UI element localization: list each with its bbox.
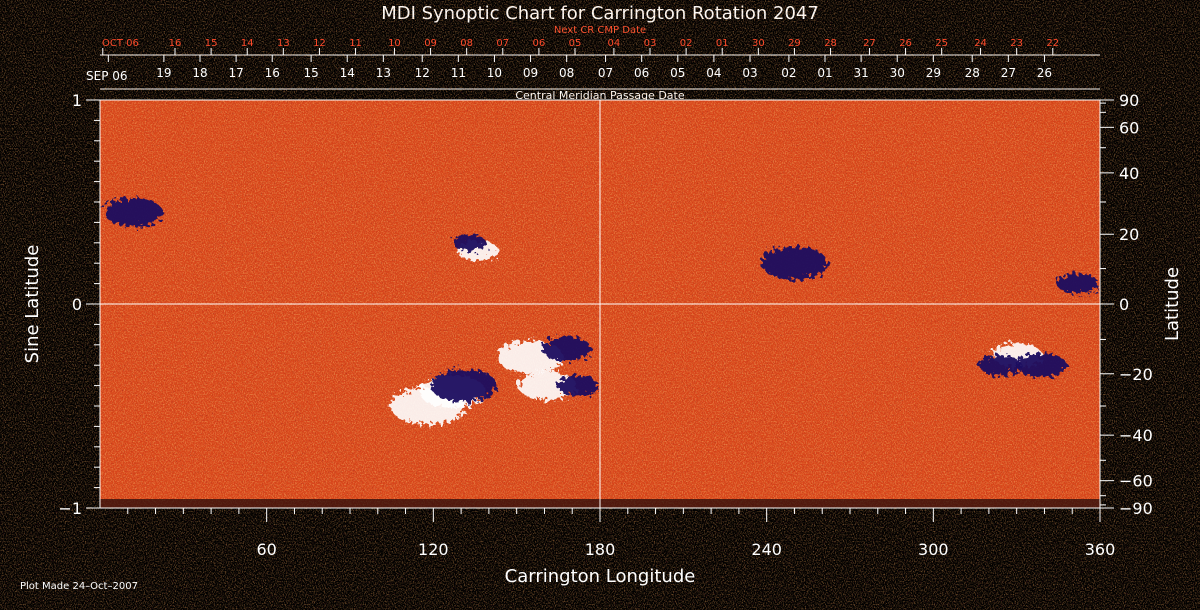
cmp-date-label: 12: [415, 66, 430, 80]
cmp-date-label: 08: [559, 66, 574, 80]
x-tick-label: 180: [585, 540, 616, 559]
active-region-negative: [452, 234, 487, 251]
y-left-tick-label: 1: [72, 91, 82, 110]
next-cr-date-label: 03: [644, 38, 657, 49]
y-right-tick-label: −60: [1119, 472, 1153, 491]
next-cr-date-label: 16: [169, 38, 182, 49]
cmp-date-label: 13: [376, 66, 391, 80]
next-cr-date-label: 14: [241, 38, 254, 49]
next-cr-date-label: 30: [752, 38, 765, 49]
cmp-date-label: 27: [1001, 66, 1016, 80]
next-cr-date-label: 04: [608, 38, 621, 49]
cmp-date-label: 09: [523, 66, 538, 80]
active-region-negative: [541, 336, 592, 362]
next-cr-date-label: 07: [496, 38, 509, 49]
x-tick-label: 300: [918, 540, 949, 559]
plot-area: [99, 99, 1101, 509]
y-right-tick-label: −20: [1119, 365, 1153, 384]
cmp-date-label: 28: [965, 66, 980, 80]
next-cr-date-label: 11: [349, 38, 362, 49]
y-right-tick-label: 90: [1119, 91, 1139, 110]
y-right-tick-label: −40: [1119, 426, 1153, 445]
next-cr-date-label: OCT 06: [102, 38, 139, 49]
next-cr-date-label: 02: [680, 38, 693, 49]
next-cr-date-label: 05: [569, 38, 582, 49]
active-region-negative: [104, 197, 163, 227]
next-cr-date-label: 28: [824, 38, 837, 49]
y-left-tick-label: −1: [58, 499, 82, 518]
cmp-date-label: 06: [634, 66, 649, 80]
y-right-tick-label: 60: [1119, 118, 1139, 137]
active-region-negative: [430, 369, 498, 402]
y-left-tick-label: 0: [72, 295, 82, 314]
y-axis-left-label: Sine Latitude: [22, 245, 43, 364]
cmp-date-label: 16: [265, 66, 280, 80]
cmp-date-label: 18: [192, 66, 207, 80]
cmp-date-label: 17: [228, 66, 243, 80]
next-cr-date-label: 10: [388, 38, 401, 49]
cmp-date-label: 02: [781, 66, 796, 80]
next-cr-date-label: 23: [1010, 38, 1023, 49]
cmp-date-label: 26: [1037, 66, 1052, 80]
plot-made-note: Plot Made 24–Oct–2007: [20, 581, 138, 592]
x-tick-label: 240: [751, 540, 782, 559]
cmp-date-label: 07: [598, 66, 613, 80]
active-region-negative: [1016, 352, 1067, 378]
x-tick-label: 120: [418, 540, 449, 559]
x-tick-label: 60: [256, 540, 276, 559]
y-axis-right-label: Latitude: [1162, 267, 1183, 341]
active-region-positive: [518, 371, 577, 400]
cmp-date-label: 31: [853, 66, 868, 80]
cmp-date-label: 29: [926, 66, 941, 80]
active-region-negative: [979, 355, 1021, 376]
cmp-date-label: 15: [303, 66, 318, 80]
next-cr-date-label: 29: [788, 38, 801, 49]
cmp-date-label: 10: [487, 66, 502, 80]
next-cr-axis-label: Next CR CMP Date: [554, 25, 646, 36]
next-cr-date-label: 22: [1046, 38, 1059, 49]
next-cr-date-label: 24: [974, 38, 987, 49]
cmp-date-label: 19: [156, 66, 171, 80]
y-right-tick-label: 0: [1119, 295, 1129, 314]
next-cr-date-label: 27: [863, 38, 876, 49]
next-cr-date-label: 13: [277, 38, 290, 49]
y-right-tick-label: 20: [1119, 225, 1139, 244]
next-cr-date-label: 25: [935, 38, 948, 49]
next-cr-date-label: 15: [205, 38, 218, 49]
next-cr-date-label: 12: [313, 38, 326, 49]
cmp-date-label: 14: [340, 66, 355, 80]
cmp-date-label: 04: [706, 66, 721, 80]
cmp-date-label: 03: [742, 66, 757, 80]
next-cr-date-label: 26: [899, 38, 912, 49]
next-cr-date-label: 08: [460, 38, 473, 49]
active-region-negative: [556, 375, 599, 396]
active-regions: [104, 197, 1099, 425]
axes: 60 120 180 240 300 36010−1906040200−20−40−60−…: [58, 38, 1152, 559]
active-region-negative: [761, 246, 828, 280]
x-axis-label: Carrington Longitude: [505, 566, 696, 587]
cmp-date-label: 05: [670, 66, 685, 80]
x-tick-label: 360: [1085, 540, 1116, 559]
y-right-tick-label: 40: [1119, 164, 1139, 183]
active-region-negative: [1056, 273, 1099, 294]
y-right-tick-label: −90: [1119, 499, 1153, 518]
next-cr-date-label: 09: [424, 38, 437, 49]
cmp-date-label: 30: [890, 66, 905, 80]
cmp-axis-label: Central Meridian Passage Date: [515, 89, 684, 102]
next-cr-date-label: 06: [533, 38, 546, 49]
cmp-date-label: 11: [451, 66, 466, 80]
cmp-date-label: 01: [817, 66, 832, 80]
chart-title: MDI Synoptic Chart for Carrington Rotati…: [381, 3, 819, 24]
cmp-date-label: SEP 06: [86, 69, 128, 83]
next-cr-date-label: 01: [716, 38, 729, 49]
